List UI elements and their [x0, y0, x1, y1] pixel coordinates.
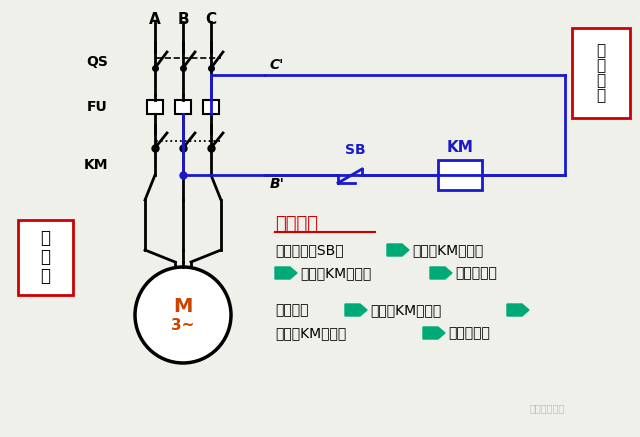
Text: 按下按鈕（SB）: 按下按鈕（SB） [275, 243, 344, 257]
Bar [572, 28, 630, 118]
Bar [147, 100, 163, 114]
Text: FU: FU [87, 100, 108, 114]
Text: 线圈（KM）断电: 线圈（KM）断电 [370, 303, 441, 317]
Circle shape [135, 267, 231, 363]
Text: KM: KM [83, 158, 108, 172]
FancyArrow shape [507, 304, 529, 316]
Text: C: C [205, 12, 216, 27]
Text: 按鈕松开: 按鈕松开 [275, 303, 308, 317]
Text: 驾驶电气学习: 驾驶电气学习 [530, 403, 565, 413]
FancyArrow shape [387, 244, 409, 256]
Text: B': B' [270, 177, 285, 191]
Text: SB: SB [345, 143, 365, 157]
Text: 触头（KM）闭合: 触头（KM）闭合 [300, 266, 371, 280]
FancyArrow shape [430, 267, 452, 279]
Text: 主
电
路: 主 电 路 [40, 229, 50, 285]
Text: B: B [177, 12, 189, 27]
Text: M: M [173, 298, 193, 316]
Text: 线圈（KM）通电: 线圈（KM）通电 [412, 243, 483, 257]
FancyArrow shape [345, 304, 367, 316]
Text: 电机停转。: 电机停转。 [448, 326, 490, 340]
FancyArrow shape [423, 327, 445, 339]
Text: A: A [149, 12, 161, 27]
Text: 3~: 3~ [172, 318, 195, 333]
Text: 电机转动；: 电机转动； [455, 266, 497, 280]
FancyArrow shape [275, 267, 297, 279]
Bar [18, 220, 73, 295]
Text: 动作过程: 动作过程 [275, 215, 318, 233]
Text: KM: KM [447, 140, 474, 155]
Bar [203, 100, 219, 114]
Text: C': C' [270, 58, 284, 72]
Text: 控
制
电
路: 控 制 电 路 [596, 43, 605, 103]
Text: 触头（KM）打开: 触头（KM）打开 [275, 326, 346, 340]
Bar [438, 160, 482, 190]
Text: QS: QS [86, 55, 108, 69]
Bar [175, 100, 191, 114]
